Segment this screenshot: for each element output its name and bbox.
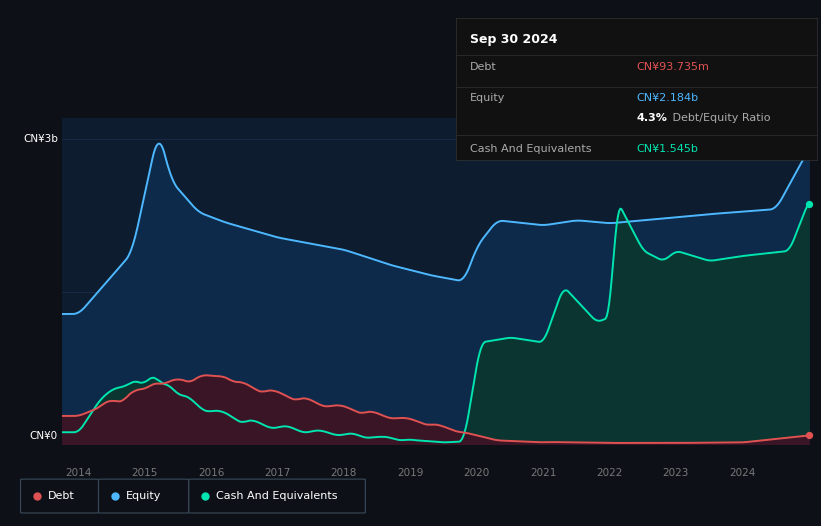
FancyBboxPatch shape bbox=[189, 479, 365, 513]
Text: CN¥0: CN¥0 bbox=[30, 431, 57, 441]
FancyBboxPatch shape bbox=[99, 479, 189, 513]
Text: CN¥1.545b: CN¥1.545b bbox=[636, 144, 698, 154]
Text: Equity: Equity bbox=[470, 93, 506, 103]
Text: Debt: Debt bbox=[470, 62, 497, 72]
Text: Cash And Equivalents: Cash And Equivalents bbox=[216, 491, 337, 501]
Text: 2014: 2014 bbox=[65, 468, 91, 479]
Text: CN¥3b: CN¥3b bbox=[23, 134, 57, 144]
Text: 2023: 2023 bbox=[663, 468, 689, 479]
Text: Debt: Debt bbox=[48, 491, 75, 501]
Point bbox=[108, 491, 122, 500]
Text: Sep 30 2024: Sep 30 2024 bbox=[470, 33, 557, 46]
Point bbox=[199, 491, 212, 500]
Text: CN¥93.735m: CN¥93.735m bbox=[636, 62, 709, 72]
Point bbox=[802, 147, 815, 156]
Text: 2017: 2017 bbox=[264, 468, 291, 479]
Text: 2020: 2020 bbox=[464, 468, 490, 479]
Text: 2021: 2021 bbox=[530, 468, 557, 479]
Text: 2019: 2019 bbox=[397, 468, 424, 479]
Text: 2022: 2022 bbox=[596, 468, 622, 479]
Text: 2016: 2016 bbox=[198, 468, 224, 479]
Text: 4.3%: 4.3% bbox=[636, 113, 667, 123]
Text: CN¥2.184b: CN¥2.184b bbox=[636, 93, 699, 103]
Text: Equity: Equity bbox=[126, 491, 161, 501]
Text: Cash And Equivalents: Cash And Equivalents bbox=[470, 144, 592, 154]
Text: 2024: 2024 bbox=[729, 468, 755, 479]
Point bbox=[802, 200, 815, 208]
Point bbox=[802, 431, 815, 440]
Point bbox=[30, 491, 44, 500]
Text: 2018: 2018 bbox=[331, 468, 357, 479]
FancyBboxPatch shape bbox=[21, 479, 99, 513]
Text: 2015: 2015 bbox=[131, 468, 158, 479]
Text: Debt/Equity Ratio: Debt/Equity Ratio bbox=[669, 113, 770, 123]
